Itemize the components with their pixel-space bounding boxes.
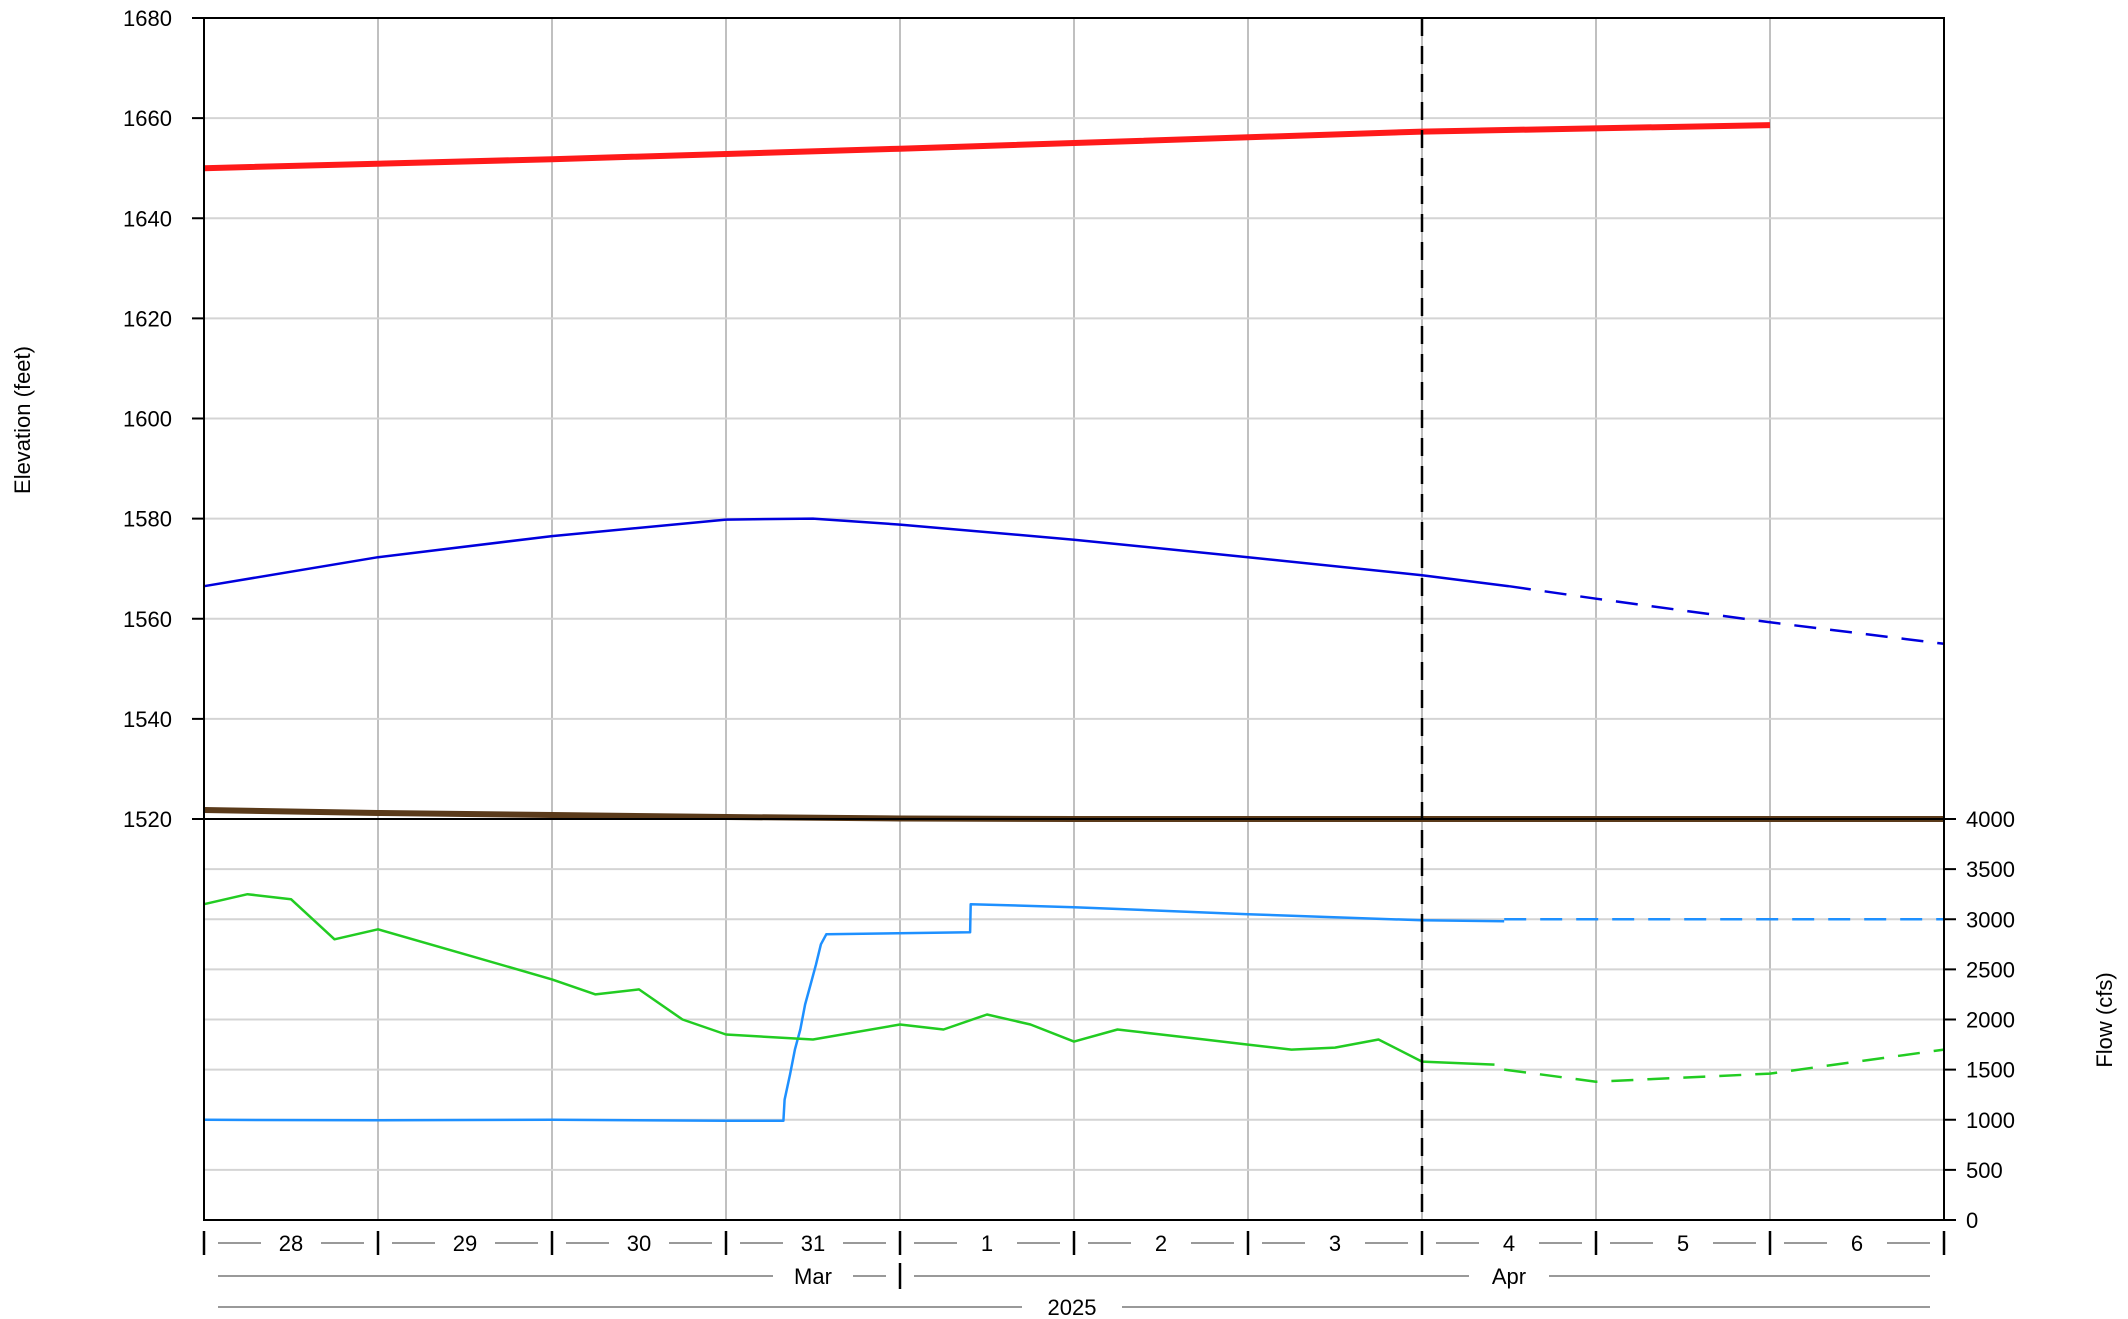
month-label: Mar bbox=[794, 1264, 832, 1289]
flow-tick-label: 1500 bbox=[1966, 1058, 2015, 1083]
day-label: 30 bbox=[627, 1231, 651, 1256]
flow-tick-label: 3500 bbox=[1966, 857, 2015, 882]
month-label: Apr bbox=[1492, 1264, 1526, 1289]
flow-tick-label: 2000 bbox=[1966, 1008, 2015, 1033]
flow-tick-label: 4000 bbox=[1966, 807, 2015, 832]
elevation-tick-label: 1620 bbox=[123, 306, 172, 331]
elevation-tick-label: 1520 bbox=[123, 807, 172, 832]
day-label: 3 bbox=[1329, 1231, 1341, 1256]
day-label: 31 bbox=[801, 1231, 825, 1256]
day-label: 29 bbox=[453, 1231, 477, 1256]
flow-series-3 bbox=[203, 892, 1495, 1066]
elevation-tick-label: 1540 bbox=[123, 707, 172, 732]
flow-tick-label: 0 bbox=[1966, 1208, 1978, 1233]
day-label: 6 bbox=[1851, 1231, 1863, 1256]
flow-tick-label: 1000 bbox=[1966, 1108, 2015, 1133]
flow-tick-label: 500 bbox=[1966, 1158, 2003, 1183]
elevation-axis-title: Elevation (feet) bbox=[10, 346, 35, 494]
x-axis: 28 29 30 31 1 2 3 4 5 6 Mar Apr 2025 bbox=[202, 1231, 1946, 1319]
elevation-tick-label: 1580 bbox=[123, 507, 172, 532]
flow-series-1 bbox=[203, 902, 1505, 1123]
elevation-series-2 bbox=[203, 517, 1510, 588]
day-label: 5 bbox=[1677, 1231, 1689, 1256]
elevation-tick-label: 1680 bbox=[123, 6, 172, 31]
flow-tick-label: 2500 bbox=[1966, 957, 2015, 982]
flow-series-4 bbox=[1504, 1048, 1945, 1083]
elevation-tick-label: 1560 bbox=[123, 607, 172, 632]
grid-lines bbox=[204, 17, 1944, 1221]
elevation-tick-label: 1600 bbox=[123, 407, 172, 432]
elevation-tick-label: 1660 bbox=[123, 106, 172, 131]
flow-axis-title: Flow (cfs) bbox=[2092, 972, 2117, 1067]
elevation-series-3 bbox=[1508, 584, 1945, 646]
year-label: 2025 bbox=[1048, 1295, 1097, 1319]
day-label: 4 bbox=[1503, 1231, 1515, 1256]
elevation-series-1 bbox=[203, 122, 1771, 172]
axis-ticks: 1520 1540 1560 1580 1600 1620 1640 1660 1680 0 500… bbox=[123, 6, 2015, 1233]
day-label: 28 bbox=[279, 1231, 303, 1256]
flow-tick-label: 3000 bbox=[1966, 907, 2015, 932]
day-label: 1 bbox=[981, 1231, 993, 1256]
elevation-tick-label: 1640 bbox=[123, 206, 172, 231]
day-label: 2 bbox=[1155, 1231, 1167, 1256]
